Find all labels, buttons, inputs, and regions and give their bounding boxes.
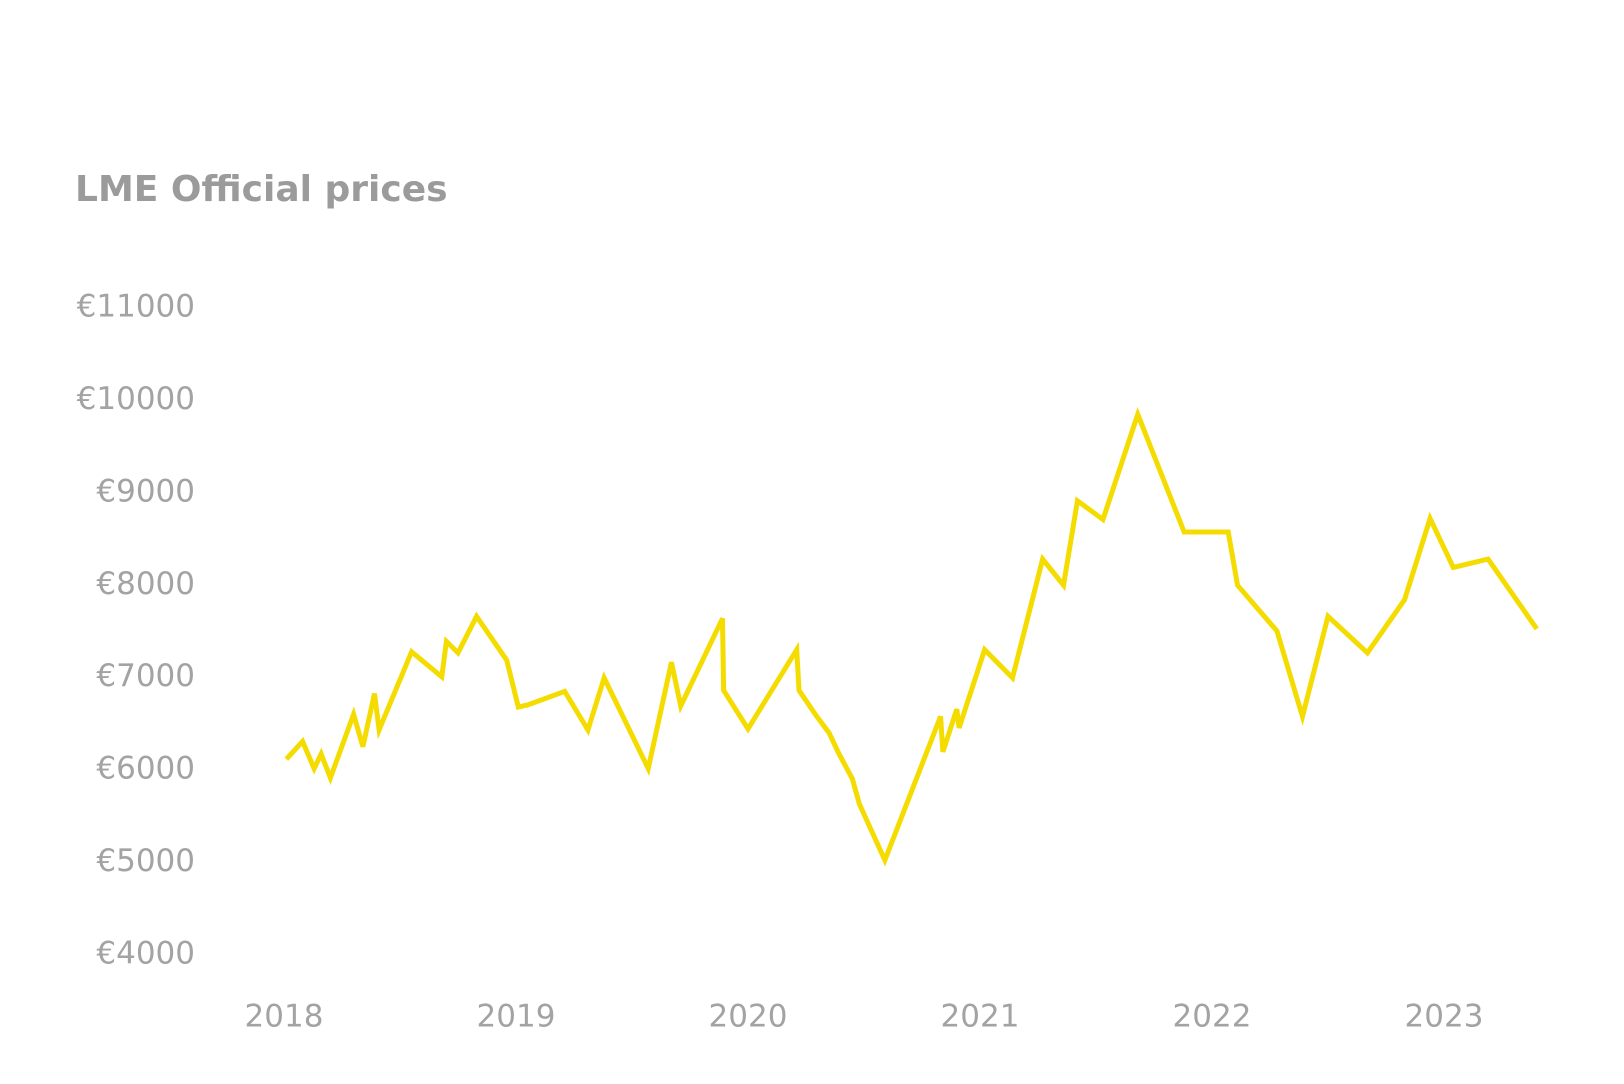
chart-title: LME Official prices <box>75 169 448 210</box>
x-tick-label: 2022 <box>1173 999 1252 1035</box>
y-tick-label: €8000 <box>96 566 195 602</box>
price-line <box>284 406 1539 867</box>
x-tick-label: 2021 <box>941 999 1020 1035</box>
x-tick-label: 2020 <box>709 999 788 1035</box>
y-tick-label: €9000 <box>96 473 195 509</box>
x-tick-label: 2019 <box>477 999 556 1035</box>
y-tick-label: €6000 <box>96 751 195 787</box>
y-tick-label: €10000 <box>77 381 195 417</box>
x-tick-label: 2018 <box>245 999 324 1035</box>
y-tick-label: €4000 <box>96 936 195 972</box>
y-tick-label: €7000 <box>96 658 195 694</box>
x-tick-label: 2023 <box>1405 999 1484 1035</box>
y-tick-label: €5000 <box>96 843 195 879</box>
y-tick-label: €11000 <box>77 289 195 325</box>
